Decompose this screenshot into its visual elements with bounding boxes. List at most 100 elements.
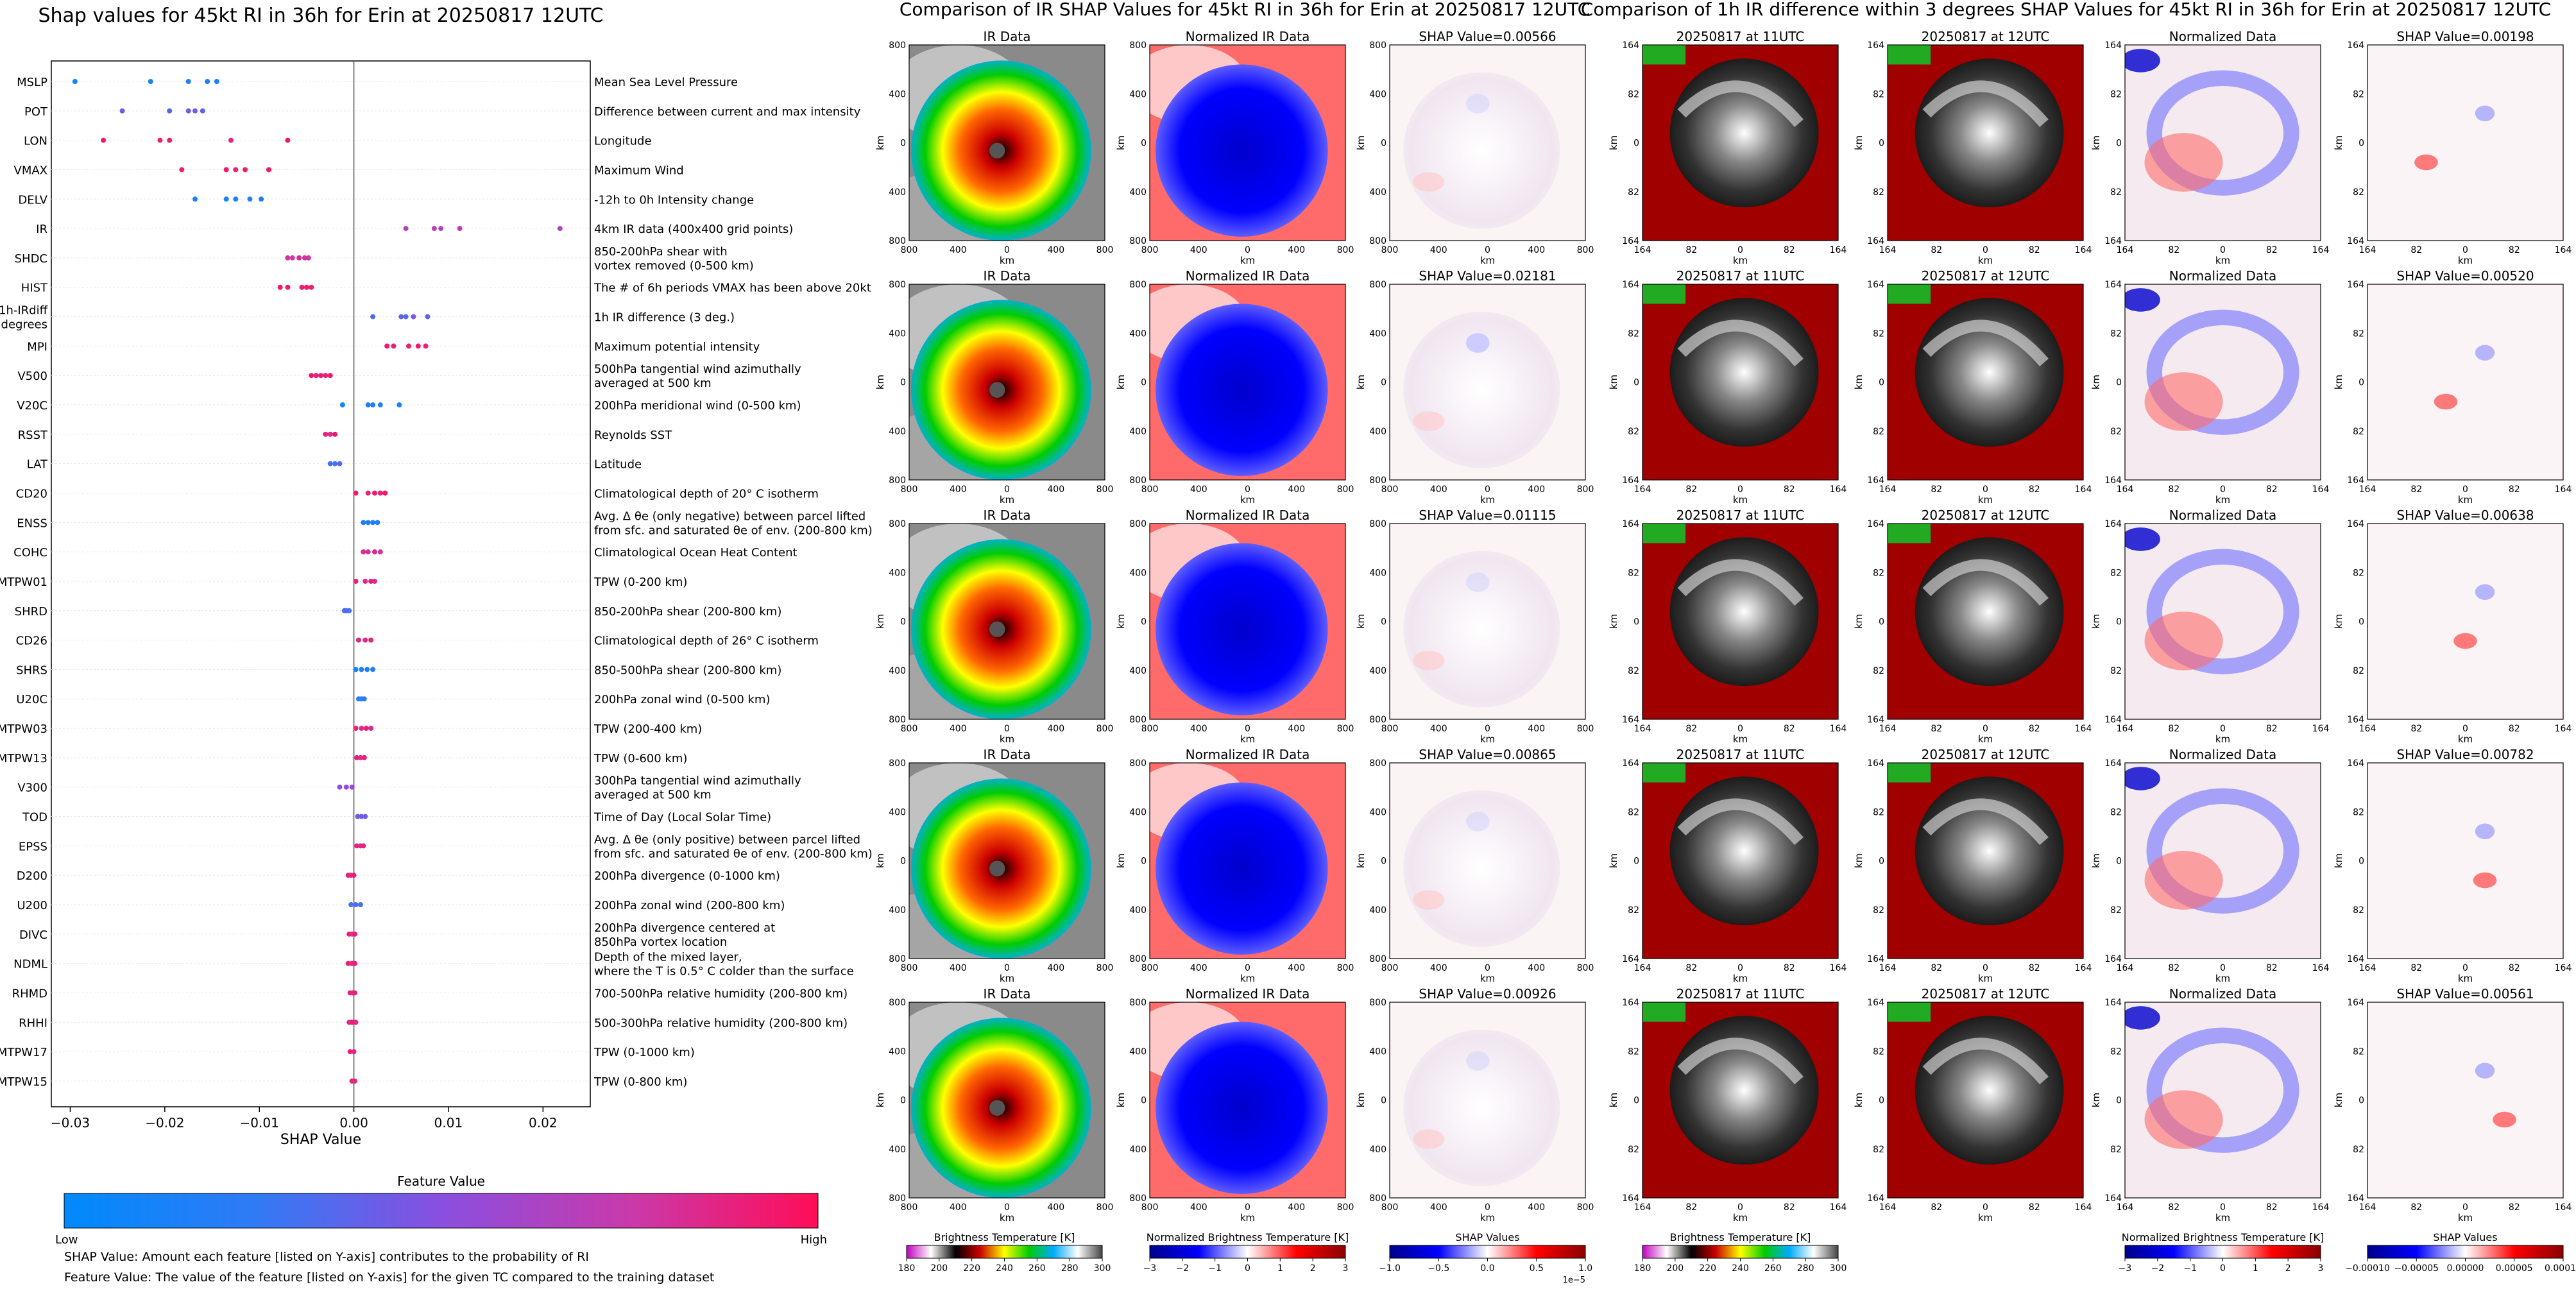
- y-tick-label: 800: [1369, 40, 1386, 51]
- x-axis-label: km: [1240, 494, 1255, 506]
- y-tick-label: 82: [1628, 568, 1639, 578]
- shap-point: [148, 79, 153, 84]
- x-axis-label: km: [1240, 973, 1255, 984]
- image-frame: [1389, 762, 1586, 959]
- storm-eye: [989, 142, 1005, 158]
- y-tick-label: 800: [889, 758, 906, 769]
- y-tick-label: 82: [2353, 568, 2364, 578]
- feature-name: RSST: [18, 429, 48, 442]
- image-frame: [2367, 523, 2564, 720]
- ndiff-cold: [2125, 527, 2160, 551]
- y-tick-label: 0: [2358, 617, 2364, 627]
- image-frame: [1642, 523, 1839, 720]
- y-tick-label: 400: [1369, 807, 1386, 817]
- y-tick-label: 164: [1622, 519, 1639, 529]
- shap-point: [368, 578, 374, 584]
- y-tick-label: 0: [2116, 1096, 2122, 1106]
- y-axis-label: km: [1853, 375, 1864, 389]
- image-frame: [2124, 284, 2321, 481]
- x-axis-label: km: [1978, 255, 1993, 266]
- y-axis-label: km: [2090, 1093, 2102, 1107]
- subplot-title: SHAP Value=0.00520: [2396, 268, 2534, 284]
- x-tick-label: 400: [1528, 1202, 1545, 1213]
- dshap-blob: [2434, 393, 2458, 410]
- y-tick-label: 164: [1622, 280, 1639, 290]
- image-content: [909, 1002, 1105, 1198]
- y-tick-label: 400: [889, 329, 906, 339]
- shap-point: [423, 343, 429, 349]
- y-axis-label: km: [1355, 614, 1367, 629]
- y-tick-label: 400: [889, 807, 906, 817]
- shap-point: [397, 402, 402, 408]
- feature-name: CD26: [16, 635, 47, 648]
- shap-point: [361, 696, 367, 702]
- image-frame: [2367, 762, 2564, 959]
- irdiff-comparison-panel: Comparison of 1h IR difference within 3 …: [1581, 0, 2576, 1274]
- shap-point: [352, 1078, 358, 1084]
- feature-description: averaged at 500 km: [594, 377, 712, 390]
- x-tick-label: 164: [2117, 245, 2134, 255]
- x-tick-label: 164: [2075, 963, 2092, 973]
- y-axis-label: km: [1355, 853, 1367, 868]
- shap-point: [355, 814, 361, 819]
- y-tick-label: 82: [1873, 427, 1884, 437]
- x-tick-label: 0: [1245, 484, 1250, 495]
- x-tick-label: 82: [1685, 1202, 1697, 1213]
- image-content: [1642, 284, 1838, 480]
- feature-description: 500-300hPa relative humidity (200-800 km…: [594, 1016, 848, 1030]
- x-axis-label: km: [2215, 1212, 2230, 1224]
- shap-blob: [1465, 94, 1490, 114]
- shap-point: [309, 284, 314, 290]
- x-tick-label: 164: [2117, 963, 2134, 973]
- shap-point: [353, 490, 359, 496]
- image-content: [1888, 45, 2083, 241]
- shap-point: [363, 814, 368, 819]
- feature-description: Time of Day (Local Solar Time): [593, 811, 771, 824]
- y-tick-label: 164: [2104, 519, 2122, 529]
- x-tick-label: 400: [1528, 245, 1545, 255]
- image-content: [909, 45, 1105, 241]
- bt-core: [1669, 1016, 1819, 1165]
- y-tick-label: 82: [2353, 1046, 2364, 1057]
- x-tick-label: 0: [2220, 1202, 2226, 1213]
- y-tick-label: 82: [1873, 807, 1884, 817]
- panel-title: Comparison of 1h IR difference within 3 …: [1581, 0, 2551, 20]
- feature-name: SHRS: [16, 663, 47, 677]
- y-tick-label: 164: [1622, 236, 1639, 246]
- image-content: [2367, 524, 2563, 719]
- colorbar-tick-label: 200: [930, 1263, 948, 1274]
- y-axis-label: km: [874, 614, 886, 629]
- shap-point: [247, 196, 253, 202]
- shap-point: [365, 549, 371, 555]
- x-tick-label: 82: [2266, 963, 2278, 973]
- shap-point: [359, 726, 364, 731]
- feature-description: 200hPa divergence centered at: [594, 921, 775, 935]
- feature-description: Avg. Δ θe (only positive) between parcel…: [594, 833, 860, 846]
- shap-point: [391, 343, 397, 349]
- y-tick-label: 800: [1129, 954, 1147, 964]
- colorbar-tick-label: 240: [996, 1263, 1013, 1274]
- x-tick-label: 800: [1577, 245, 1594, 255]
- y-tick-label: 0: [2358, 139, 2364, 149]
- y-axis-label: km: [874, 1093, 886, 1107]
- y-tick-label: 164: [2104, 475, 2122, 486]
- image-content: [1888, 524, 2083, 719]
- bt-spiral: [1677, 320, 1804, 366]
- image-frame: [1642, 44, 1839, 241]
- x-tick-label: 400: [950, 484, 967, 495]
- y-axis-label: km: [1115, 1093, 1127, 1107]
- shap-point: [353, 667, 359, 672]
- x-tick-label: 0.01: [434, 1115, 463, 1131]
- feature-description: from sfc. and saturated θe of env. (200-…: [594, 524, 873, 537]
- shap-point: [167, 137, 173, 143]
- y-tick-label: 164: [1867, 715, 1884, 725]
- subplot-title: SHAP Value=0.00198: [2396, 29, 2534, 44]
- feature-description: Mean Sea Level Pressure: [594, 76, 738, 89]
- ndiff-cold: [2125, 1006, 2160, 1030]
- y-tick-label: 400: [1369, 666, 1386, 676]
- colorbar-tick-label: 280: [1061, 1263, 1079, 1274]
- colorbar: [1149, 1245, 1346, 1259]
- colorbar-tick-label: 1: [1277, 1263, 1283, 1274]
- shap-point: [228, 137, 234, 143]
- x-axis-label: km: [1978, 973, 1993, 984]
